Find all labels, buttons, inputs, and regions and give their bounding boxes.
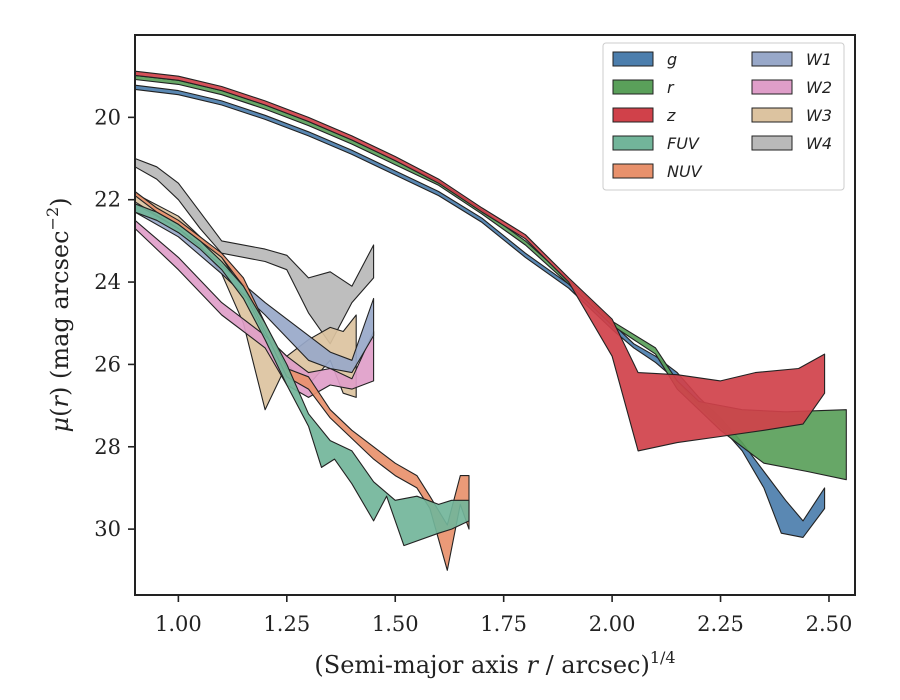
legend-swatch-z (612, 107, 654, 123)
legend-label-w4: W4 (806, 134, 832, 153)
legend-swatch-w4 (751, 135, 793, 151)
legend-label-w3: W3 (806, 106, 832, 125)
legend-swatch-w2 (751, 79, 793, 95)
legend-label-w2: W2 (806, 78, 832, 97)
x-tick-label: 2.50 (806, 612, 853, 636)
x-axis-label: (Semi-major axis r / arcsec)1/4 (314, 648, 675, 679)
legend-label-nuv: NUV (667, 162, 703, 181)
legend-swatch-nuv (612, 163, 654, 179)
x-tick-label: 1.50 (372, 612, 419, 636)
legend-swatch-fuv (612, 135, 654, 151)
legend-label-g: g (667, 50, 677, 69)
y-tick-label: 28 (94, 435, 121, 459)
legend-swatch-w1 (751, 51, 793, 67)
y-tick-label: 26 (94, 352, 121, 376)
series-bands (134, 70, 847, 571)
x-tick-label: 2.25 (697, 612, 744, 636)
band-z (134, 70, 826, 452)
legend-swatch-w3 (751, 107, 793, 123)
band-w4 (134, 157, 375, 345)
x-tick-label: 1.75 (480, 612, 527, 636)
band-w1 (134, 203, 375, 374)
legend-swatch-r (612, 79, 654, 95)
axes-frame (134, 34, 856, 596)
y-axis-ticks: 20 22 24 26 28 30 (94, 105, 135, 541)
x-tick-label: 2.00 (589, 612, 636, 636)
x-axis-ticks: 1.00 1.25 1.50 1.75 2.00 2.25 2.50 (155, 595, 852, 636)
y-axis-label: μ(r) (mag arcsec−2) (43, 197, 74, 432)
legend-label-r: r (667, 78, 675, 97)
y-tick-label: 30 (94, 517, 121, 541)
band-g (134, 84, 826, 538)
legend: grz FUV NUV W1 W2 W3 W4 (602, 42, 845, 191)
band-fuv (134, 203, 470, 547)
x-tick-label: 1.00 (155, 612, 202, 636)
legend-label-fuv: FUV (667, 134, 700, 153)
legend-label-w1: W1 (806, 50, 832, 69)
legend-swatch-g (612, 51, 654, 67)
legend-label-z: z (666, 106, 676, 125)
x-tick-label: 1.25 (263, 612, 310, 636)
y-tick-label: 20 (94, 105, 121, 129)
y-tick-label: 22 (94, 188, 121, 212)
y-tick-label: 24 (94, 270, 121, 294)
